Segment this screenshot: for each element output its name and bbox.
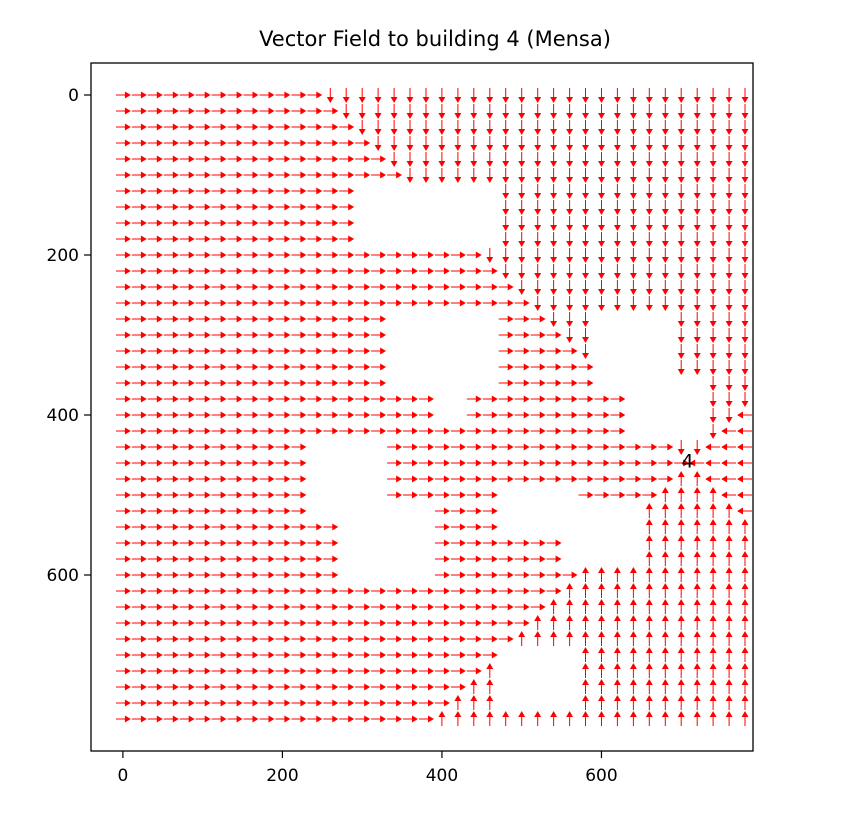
y-tick-label: 0: [68, 86, 79, 106]
x-tick-label: 200: [266, 766, 298, 786]
target-label: 4: [682, 451, 694, 473]
annotation-layer: 4: [682, 451, 694, 473]
arrow-layer: [115, 88, 752, 726]
x-tick-label: 600: [585, 766, 617, 786]
chart-title: Vector Field to building 4 (Mensa): [259, 27, 611, 51]
x-axis: 0 200 400 600: [117, 751, 618, 786]
x-tick-label: 0: [117, 766, 128, 786]
y-tick-label: 400: [47, 406, 79, 426]
y-tick-label: 600: [47, 566, 79, 586]
x-tick-label: 400: [426, 766, 458, 786]
y-tick-label: 200: [47, 246, 79, 266]
y-axis: 0 200 400 600: [47, 86, 91, 586]
plot-frame: [90, 62, 754, 752]
vector-arrows: [115, 88, 752, 726]
